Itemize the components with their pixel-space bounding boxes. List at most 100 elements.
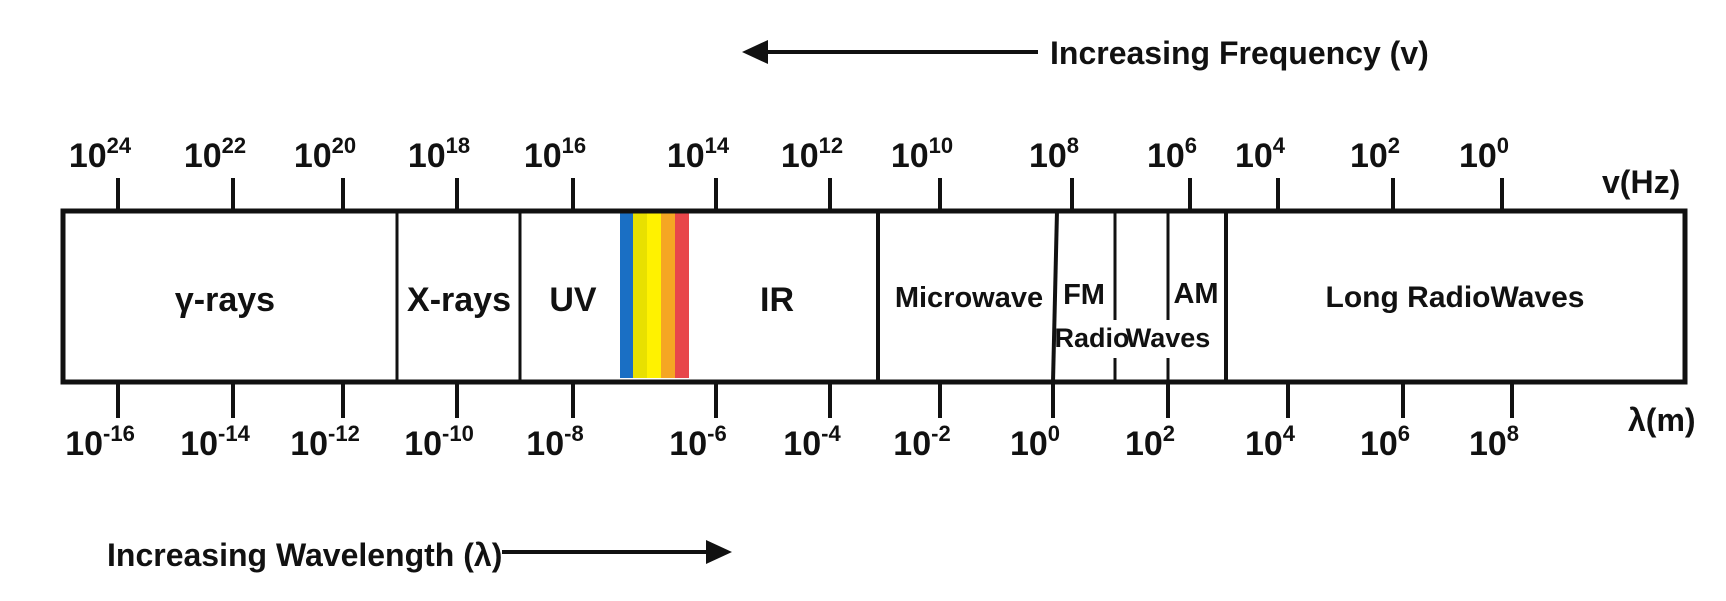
frequency-axis: 1024 1022 1020 1018 1016 1014 1012 1010 108 106 10…: [69, 133, 1509, 211]
wavelength-tick-label: 10-16: [65, 421, 135, 463]
frequency-tick-exponent: 14: [705, 133, 730, 158]
wavelength-tick-label: 10-10: [404, 421, 474, 463]
band-long-radio-waves: Long RadioWaves: [1326, 281, 1585, 314]
frequency-tick-base: 10: [781, 137, 819, 175]
frequency-tick-exponent: 22: [222, 133, 246, 158]
wavelength-tick-exponent: -12: [328, 421, 360, 446]
frequency-tick-base: 10: [1029, 137, 1067, 175]
visible-stripe-orange: [661, 213, 675, 378]
wavelength-tick-base: 10: [1469, 425, 1507, 463]
frequency-unit-label: v(Hz): [1602, 164, 1680, 200]
wavelength-tick-label: 10-12: [290, 421, 360, 463]
wavelength-tick-base: 10: [893, 425, 931, 463]
wavelength-tick-label: 10-6: [669, 421, 726, 463]
frequency-tick-exponent: 24: [107, 133, 132, 158]
frequency-arrow-label: Increasing Frequency (v): [1050, 35, 1429, 71]
frequency-tick-base: 10: [1235, 137, 1273, 175]
wavelength-tick-exponent: 0: [1048, 421, 1060, 446]
band-fm: FM: [1063, 279, 1105, 311]
wavelength-tick-base: 10: [1010, 425, 1048, 463]
wavelength-tick-base: 10: [180, 425, 218, 463]
frequency-tick-exponent: 8: [1067, 133, 1079, 158]
frequency-tick-label: 1020: [294, 133, 356, 175]
frequency-tick-base: 10: [524, 137, 562, 175]
frequency-tick-exponent: 12: [819, 133, 843, 158]
frequency-tick-base: 10: [184, 137, 222, 175]
wavelength-tick-label: 10-8: [526, 421, 583, 463]
wavelength-tick-label: 10-14: [180, 421, 250, 463]
wavelength-tick-base: 10: [1245, 425, 1283, 463]
frequency-tick-base: 10: [891, 137, 929, 175]
frequency-tick-label: 1012: [781, 133, 843, 175]
frequency-tick-exponent: 18: [446, 133, 470, 158]
frequency-tick-base: 10: [408, 137, 446, 175]
band-gamma-rays: γ-rays: [175, 281, 275, 319]
wavelength-tick-label: 104: [1245, 421, 1296, 463]
wavelength-tick-exponent: -16: [103, 421, 135, 446]
wavelength-tick-exponent: 8: [1507, 421, 1519, 446]
band-waves: Waves: [1126, 323, 1211, 353]
spectrum-outline: [60, 208, 1688, 385]
frequency-tick-base: 10: [1350, 137, 1388, 175]
wavelength-tick-base: 10: [783, 425, 821, 463]
frequency-tick-label: 108: [1029, 133, 1079, 175]
band-uv: UV: [549, 281, 597, 319]
visible-stripe-yellow-green: [633, 213, 647, 378]
frequency-tick-base: 10: [1147, 137, 1185, 175]
frequency-tick-label: 1014: [667, 133, 730, 175]
frequency-tick-exponent: 10: [929, 133, 953, 158]
wavelength-axis: 10-16 10-14 10-12 10-10 10-8 10-6 10-4 10-2 100 1…: [65, 382, 1519, 463]
wavelength-tick-base: 10: [526, 425, 564, 463]
wavelength-arrowhead: [706, 540, 732, 564]
frequency-tick-label: 1022: [184, 133, 246, 175]
wavelength-tick-exponent: -6: [707, 421, 727, 446]
visible-stripe-red: [675, 213, 689, 378]
frequency-tick-exponent: 2: [1388, 133, 1400, 158]
wavelength-tick-exponent: 2: [1163, 421, 1175, 446]
wavelength-tick-exponent: -4: [821, 421, 841, 446]
frequency-tick-label: 1018: [408, 133, 470, 175]
frequency-tick-label: 1024: [69, 133, 132, 175]
wavelength-tick-base: 10: [1125, 425, 1163, 463]
visible-stripe-yellow: [647, 213, 661, 378]
frequency-tick-label: 100: [1459, 133, 1509, 175]
frequency-tick-label: 106: [1147, 133, 1197, 175]
frequency-tick-exponent: 16: [562, 133, 586, 158]
frequency-arrow: Increasing Frequency (v): [742, 35, 1429, 71]
wavelength-tick-exponent: -14: [218, 421, 251, 446]
band-microwave: Microwave: [895, 282, 1043, 314]
frequency-tick-label: 1010: [891, 133, 953, 175]
wavelength-tick-label: 108: [1469, 421, 1519, 463]
wavelength-tick-exponent: -8: [564, 421, 584, 446]
frequency-tick-exponent: 0: [1497, 133, 1509, 158]
wavelength-tick-exponent: 6: [1398, 421, 1410, 446]
frequency-tick-exponent: 6: [1185, 133, 1197, 158]
wavelength-tick-label: 106: [1360, 421, 1410, 463]
frequency-tick-label: 104: [1235, 133, 1286, 175]
visible-stripe-blue: [620, 213, 633, 378]
wavelength-arrow-label: Increasing Wavelength (λ): [107, 537, 502, 573]
wavelength-tick-base: 10: [669, 425, 707, 463]
frequency-tick-label: 1016: [524, 133, 586, 175]
wavelength-tick-exponent: -10: [442, 421, 474, 446]
wavelength-tick-exponent: -2: [931, 421, 951, 446]
wavelength-tick-base: 10: [1360, 425, 1398, 463]
spectrum-box: γ-rays X-rays UV IR Microwave FM Radio A…: [60, 208, 1688, 385]
frequency-tick-base: 10: [667, 137, 705, 175]
wavelength-tick-base: 10: [404, 425, 442, 463]
wavelength-tick-base: 10: [65, 425, 103, 463]
frequency-tick-base: 10: [1459, 137, 1497, 175]
frequency-tick-base: 10: [294, 137, 332, 175]
band-radio: Radio: [1054, 323, 1129, 353]
wavelength-tick-label: 102: [1125, 421, 1175, 463]
divider-microwave-fm: [1051, 210, 1059, 383]
wavelength-tick-label: 100: [1010, 421, 1060, 463]
band-ir: IR: [760, 281, 794, 319]
wavelength-arrow: Increasing Wavelength (λ): [107, 537, 732, 573]
frequency-tick-exponent: 4: [1273, 133, 1286, 158]
wavelength-tick-label: 10-4: [783, 421, 841, 463]
wavelength-unit-label: λ(m): [1628, 402, 1696, 438]
frequency-arrowhead: [742, 40, 768, 64]
frequency-tick-base: 10: [69, 137, 107, 175]
